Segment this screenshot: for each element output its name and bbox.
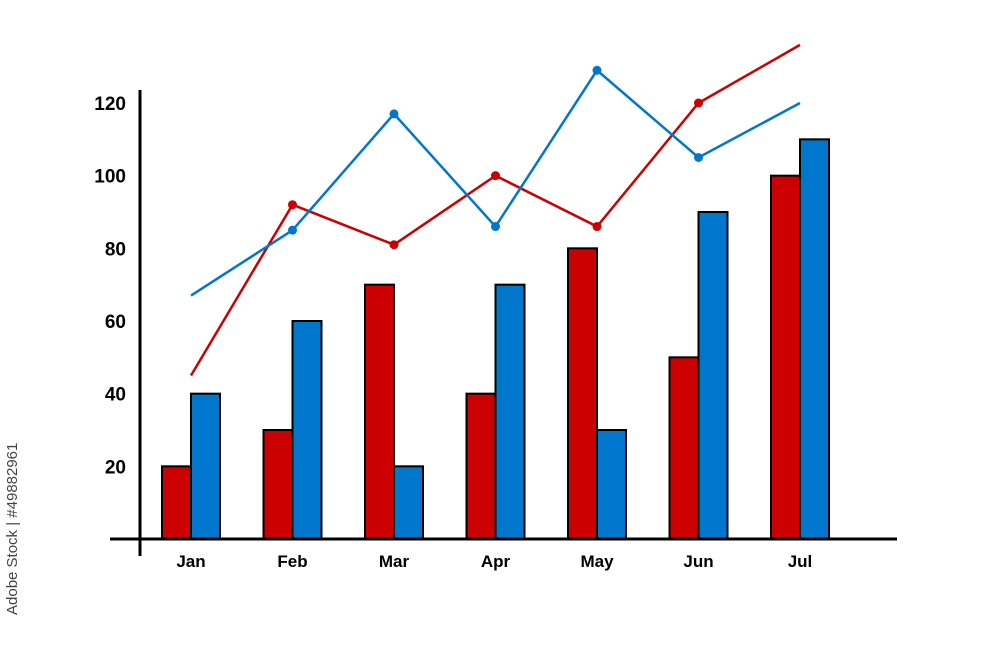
bar-red-apr xyxy=(465,392,497,540)
bar-blue-mar xyxy=(393,465,424,541)
x-tick-labels: Jan Feb Mar Apr May Jun Jul xyxy=(176,552,812,571)
line-layer xyxy=(189,43,801,377)
point-blue-apr xyxy=(491,222,500,232)
bar-red-feb xyxy=(262,429,294,540)
bar-blue-jun xyxy=(697,211,729,540)
bar-red-mar xyxy=(364,283,395,540)
bar-blue-jan xyxy=(190,392,221,540)
x-tick-may: May xyxy=(580,552,614,571)
bar-blue-may xyxy=(596,429,627,540)
bar-layer xyxy=(161,138,830,541)
stock-id-text: Adobe Stock | #49882961 xyxy=(4,442,21,615)
y-tick-60: 60 xyxy=(105,312,126,333)
point-red-apr xyxy=(491,171,500,181)
bar-red-may xyxy=(567,247,598,540)
point-red-feb xyxy=(288,200,297,210)
point-red-mar xyxy=(389,240,399,250)
point-blue-jun xyxy=(694,153,703,162)
point-red-may xyxy=(592,222,602,232)
x-tick-jan: Jan xyxy=(176,552,205,571)
stock-watermark-id: Adobe Stock | #49882961 xyxy=(4,415,24,615)
y-tick-120: 120 xyxy=(94,94,126,115)
y-tick-labels: 20 40 60 80 100 120 xyxy=(94,94,126,478)
x-tick-jun: Jun xyxy=(683,552,713,571)
bar-blue-jul xyxy=(799,138,830,540)
bar-blue-feb xyxy=(291,320,323,540)
x-tick-feb: Feb xyxy=(277,552,307,571)
x-tick-jul: Jul xyxy=(788,552,813,571)
x-tick-mar: Mar xyxy=(379,552,410,571)
y-tick-20: 20 xyxy=(105,457,126,478)
point-red-jun xyxy=(694,98,703,108)
bar-blue-apr xyxy=(494,283,526,540)
y-tick-80: 80 xyxy=(105,239,126,260)
y-tick-40: 40 xyxy=(105,385,126,406)
bar-red-jun xyxy=(668,356,700,541)
bar-red-jul xyxy=(770,174,801,541)
point-blue-feb xyxy=(288,225,297,235)
point-blue-mar xyxy=(389,109,399,119)
y-tick-100: 100 xyxy=(94,167,126,188)
bar-red-jan xyxy=(161,465,192,541)
point-blue-may xyxy=(592,65,602,75)
x-tick-apr: Apr xyxy=(481,552,511,571)
